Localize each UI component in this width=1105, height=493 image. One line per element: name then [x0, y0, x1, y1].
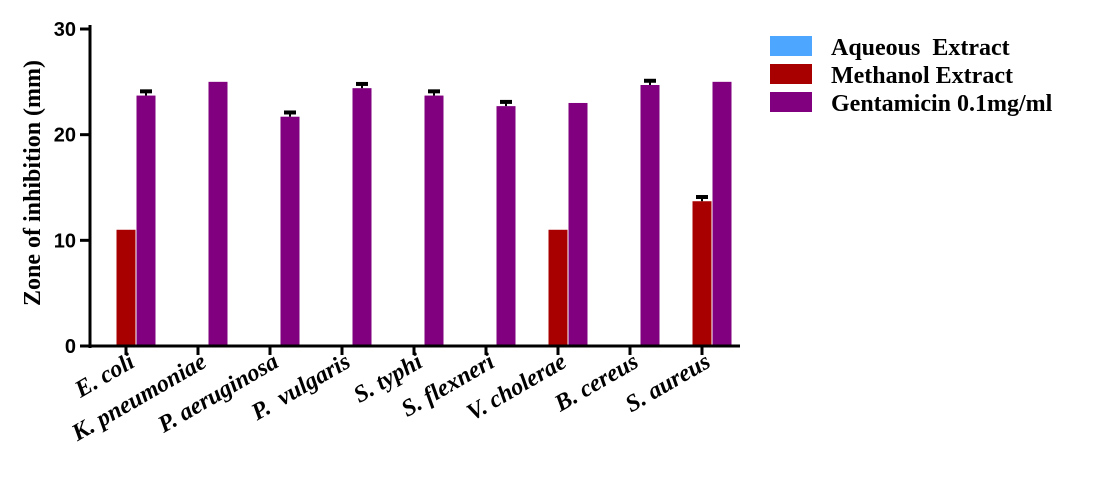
bar — [568, 102, 588, 346]
bar — [352, 88, 372, 346]
bar — [208, 81, 228, 346]
bar — [280, 116, 300, 346]
legend-swatch — [770, 64, 812, 84]
bar — [424, 95, 444, 346]
legend-swatch — [770, 36, 812, 56]
legend-label: Aqueous Extract — [831, 35, 1010, 61]
legend-swatch — [770, 92, 812, 112]
y-tick-label: 10 — [54, 230, 76, 252]
y-tick-label: 0 — [65, 336, 76, 358]
bar — [116, 229, 136, 346]
bar — [136, 95, 156, 346]
bars-layer — [116, 81, 732, 347]
y-tick-label: 20 — [54, 125, 76, 147]
y-ticks-layer: 0 10 20 30 — [54, 19, 90, 358]
legend-label: Methanol Extract — [831, 63, 1013, 89]
bar — [496, 106, 516, 347]
error-bars-layer — [140, 78, 708, 202]
bar — [712, 81, 732, 346]
y-axis-label: Zone of inhibition (mm) — [20, 60, 46, 306]
legend-label: Gentamicin 0.1mg/ml — [831, 91, 1053, 117]
bar — [692, 201, 712, 346]
bar — [548, 229, 568, 346]
y-tick-label: 30 — [54, 19, 76, 41]
bar — [640, 85, 660, 347]
